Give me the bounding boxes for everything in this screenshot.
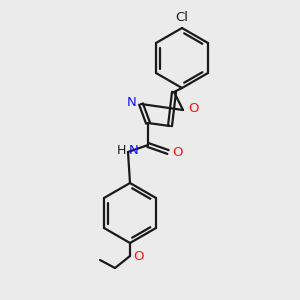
Text: N: N [129, 145, 139, 158]
Text: O: O [133, 250, 143, 262]
Text: O: O [188, 101, 199, 115]
Text: O: O [172, 146, 182, 158]
Text: H: H [117, 145, 126, 158]
Text: N: N [127, 95, 137, 109]
Text: Cl: Cl [176, 11, 188, 24]
